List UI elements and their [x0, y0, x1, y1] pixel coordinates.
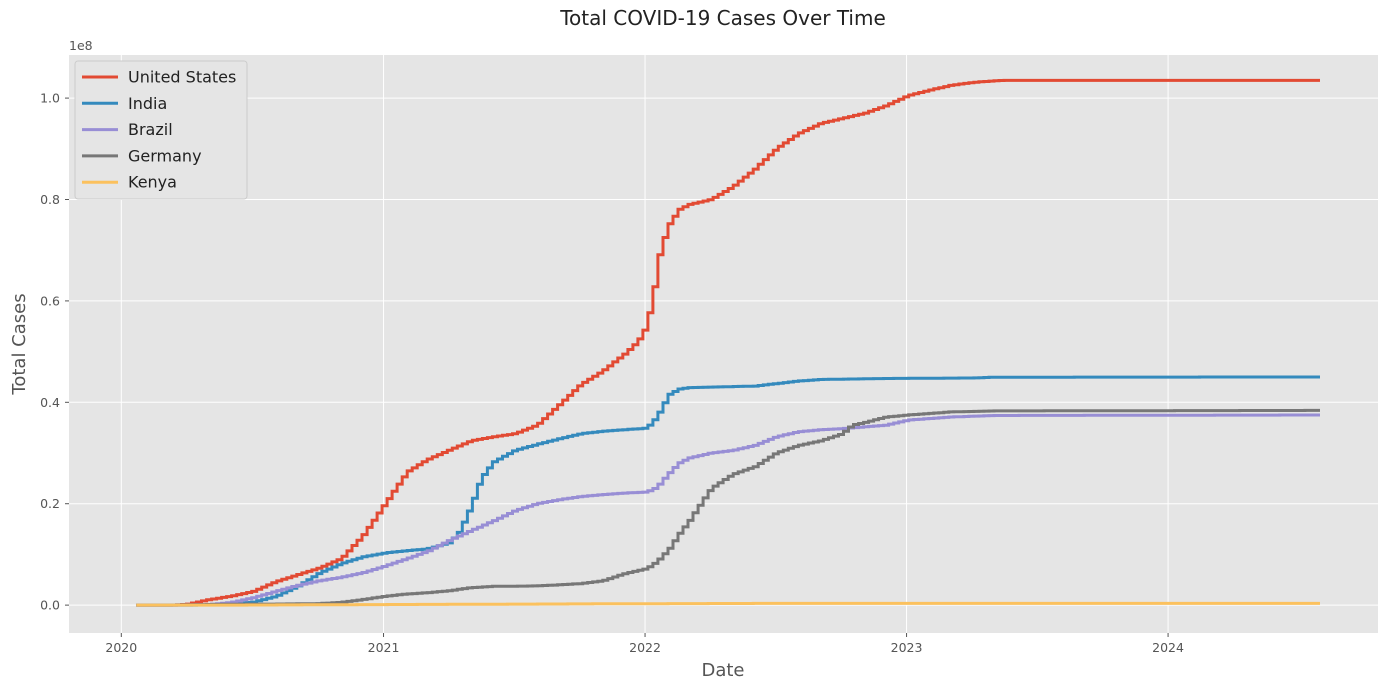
- x-axis-ticks: 2020 2021 2022 2023 2024: [105, 633, 1184, 655]
- series-line-brazil: [136, 413, 1320, 607]
- y-axis-label: Total Cases: [9, 293, 30, 395]
- legend-box: [74, 60, 248, 200]
- plot-area: [69, 55, 1378, 633]
- y-axis-offset-label: 1e8: [69, 38, 93, 53]
- series-lines: [136, 78, 1320, 607]
- y-tick-label: 0.2: [40, 496, 60, 511]
- y-axis-ticks: 0.0 0.2 0.4 0.6 0.8 1.0: [40, 91, 69, 613]
- chart-title: Total COVID-19 Cases Over Time: [559, 6, 886, 30]
- series-line-germany: [136, 408, 1320, 607]
- x-axis-label: Date: [701, 660, 744, 681]
- y-tick-label: 1.0: [40, 91, 60, 106]
- x-tick-label: 2022: [629, 640, 661, 655]
- legend-label-india: India: [128, 94, 167, 113]
- series-line-united-states: [136, 78, 1320, 607]
- series-line-kenya: [136, 601, 1320, 607]
- legend-label-united-states: United States: [128, 68, 236, 87]
- y-tick-label: 0.0: [40, 598, 60, 613]
- legend-label-germany: Germany: [128, 146, 202, 165]
- x-tick-label: 2024: [1152, 640, 1184, 655]
- legend: United States India Brazil Germany Kenya: [74, 60, 248, 200]
- series-line-india: [136, 375, 1320, 607]
- x-tick-label: 2021: [368, 640, 400, 655]
- x-tick-label: 2020: [105, 640, 137, 655]
- y-tick-label: 0.4: [40, 395, 60, 410]
- y-tick-label: 0.6: [40, 293, 60, 308]
- x-tick-label: 2023: [891, 640, 923, 655]
- legend-label-brazil: Brazil: [128, 120, 173, 139]
- legend-label-kenya: Kenya: [128, 173, 177, 192]
- y-tick-label: 0.8: [40, 192, 60, 207]
